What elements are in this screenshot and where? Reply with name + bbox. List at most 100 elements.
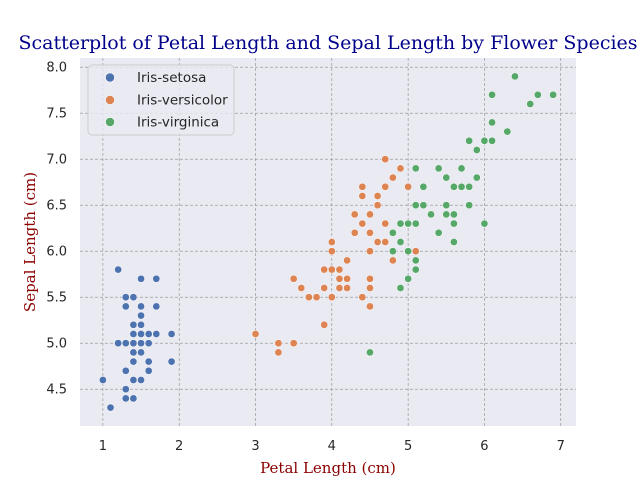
point-virginica bbox=[404, 247, 412, 256]
x-tick-label: 7 bbox=[557, 439, 565, 454]
point-setosa bbox=[137, 348, 145, 357]
point-versicolor bbox=[373, 201, 382, 210]
point-setosa bbox=[167, 330, 176, 338]
point-setosa bbox=[137, 376, 145, 384]
point-versicolor bbox=[358, 192, 367, 200]
point-setosa bbox=[152, 302, 161, 311]
point-virginica bbox=[434, 228, 443, 237]
point-versicolor bbox=[327, 293, 336, 302]
point-virginica bbox=[366, 348, 374, 357]
legend-label-virginica: Iris-virginica bbox=[137, 115, 219, 131]
point-versicolor bbox=[358, 219, 367, 228]
point-versicolor bbox=[358, 293, 367, 302]
point-versicolor bbox=[381, 238, 390, 246]
y-axis-label: Sepal Length (cm) bbox=[21, 172, 39, 312]
x-tick-label: 1 bbox=[99, 439, 107, 454]
point-virginica bbox=[533, 90, 542, 99]
legend-marker-virginica bbox=[105, 117, 115, 127]
legend-box bbox=[87, 64, 235, 136]
point-versicolor bbox=[289, 339, 298, 348]
y-tick-label: 7.5 bbox=[46, 107, 67, 122]
legend-marker-setosa bbox=[105, 72, 115, 83]
point-versicolor bbox=[343, 284, 351, 292]
point-setosa bbox=[144, 339, 153, 348]
point-versicolor bbox=[305, 293, 313, 302]
legend-marker-versicolor bbox=[105, 95, 115, 105]
point-virginica bbox=[411, 265, 420, 274]
point-versicolor bbox=[251, 330, 260, 338]
point-virginica bbox=[457, 182, 466, 191]
point-versicolor bbox=[350, 228, 359, 237]
point-versicolor bbox=[320, 320, 329, 329]
point-setosa bbox=[129, 348, 138, 357]
point-virginica bbox=[442, 201, 451, 210]
x-axis-label: Petal Length (cm) bbox=[260, 459, 396, 477]
point-versicolor bbox=[366, 210, 374, 219]
point-virginica bbox=[442, 173, 451, 182]
point-virginica bbox=[411, 256, 420, 265]
point-virginica bbox=[419, 201, 428, 210]
point-virginica bbox=[411, 219, 420, 228]
y-tick-label: 8.0 bbox=[46, 61, 67, 76]
point-versicolor bbox=[327, 247, 336, 256]
point-virginica bbox=[389, 247, 397, 256]
point-setosa bbox=[114, 265, 123, 274]
point-setosa bbox=[121, 302, 130, 311]
point-setosa bbox=[137, 302, 145, 311]
point-versicolor bbox=[327, 238, 336, 246]
point-versicolor bbox=[366, 302, 374, 311]
point-virginica bbox=[434, 164, 443, 173]
point-virginica bbox=[450, 219, 458, 228]
x-tick-label: 2 bbox=[175, 439, 183, 454]
point-setosa bbox=[152, 330, 161, 338]
point-versicolor bbox=[366, 284, 374, 292]
point-versicolor bbox=[327, 265, 336, 274]
point-versicolor bbox=[381, 219, 390, 228]
point-versicolor bbox=[373, 238, 382, 246]
point-versicolor bbox=[411, 247, 420, 256]
point-versicolor bbox=[335, 284, 344, 292]
point-virginica bbox=[457, 164, 466, 173]
point-versicolor bbox=[335, 265, 344, 274]
point-versicolor bbox=[366, 247, 374, 256]
point-virginica bbox=[472, 173, 481, 182]
point-versicolor bbox=[297, 284, 306, 292]
point-virginica bbox=[503, 127, 512, 136]
point-virginica bbox=[450, 182, 458, 191]
point-setosa bbox=[121, 394, 130, 403]
point-setosa bbox=[121, 293, 130, 302]
point-setosa bbox=[137, 274, 145, 283]
point-setosa bbox=[152, 274, 161, 283]
point-setosa bbox=[99, 376, 107, 384]
point-virginica bbox=[411, 201, 420, 210]
point-virginica bbox=[488, 118, 496, 127]
legend-label-setosa: Iris-setosa bbox=[137, 70, 206, 86]
point-virginica bbox=[411, 164, 420, 173]
point-virginica bbox=[427, 210, 435, 219]
point-virginica bbox=[549, 90, 557, 99]
point-virginica bbox=[480, 219, 489, 228]
y-tick-label: 7.0 bbox=[46, 153, 67, 168]
point-versicolor bbox=[274, 348, 283, 357]
point-setosa bbox=[129, 376, 138, 384]
legend-label-versicolor: Iris-versicolor bbox=[137, 93, 228, 109]
point-virginica bbox=[396, 238, 405, 246]
point-versicolor bbox=[366, 228, 374, 237]
point-versicolor bbox=[320, 265, 329, 274]
y-tick-label: 6.0 bbox=[46, 245, 67, 260]
point-virginica bbox=[419, 182, 428, 191]
y-tick-label: 5.0 bbox=[46, 337, 67, 352]
point-setosa bbox=[129, 320, 138, 329]
point-versicolor bbox=[343, 256, 351, 265]
x-tick-label: 6 bbox=[480, 439, 488, 454]
point-setosa bbox=[137, 330, 145, 338]
point-virginica bbox=[472, 146, 481, 154]
point-setosa bbox=[114, 339, 123, 348]
point-versicolor bbox=[335, 274, 344, 283]
point-versicolor bbox=[274, 339, 283, 348]
y-tick-label: 6.5 bbox=[46, 199, 67, 214]
point-setosa bbox=[121, 366, 130, 375]
point-versicolor bbox=[396, 164, 405, 173]
point-versicolor bbox=[373, 192, 382, 200]
